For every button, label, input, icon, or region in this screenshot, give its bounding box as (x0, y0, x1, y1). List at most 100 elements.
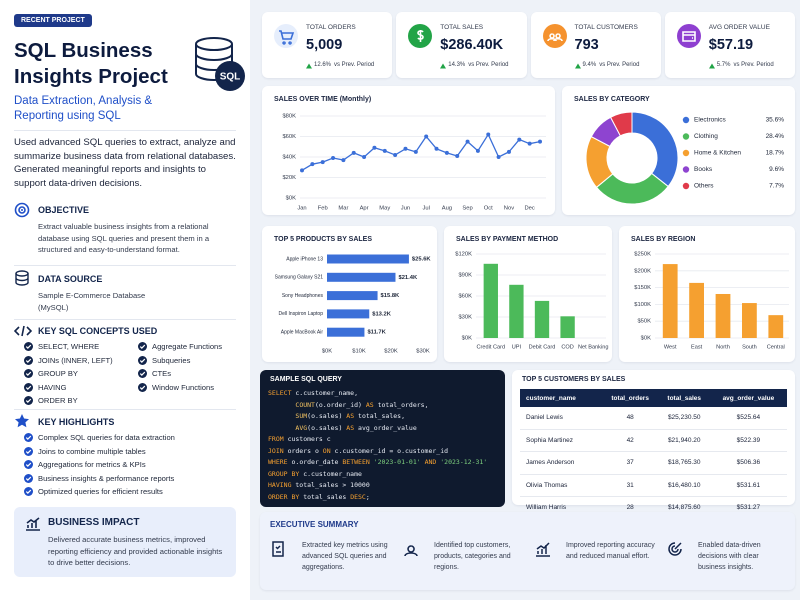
up-arrow (306, 63, 312, 69)
x-tick-label: Net Banking (578, 344, 608, 350)
code-line: AVG(o.sales) AS avg_order_value (295, 423, 417, 432)
summary-icon (536, 542, 550, 557)
check-mark (25, 489, 32, 494)
database-icon: SQL (195, 37, 245, 91)
kpi-change: 9.4% vs Prev. Period (583, 62, 640, 68)
line (301, 133, 541, 171)
change-value: 14.3% (448, 62, 466, 68)
bar (715, 293, 731, 338)
badge: RECENT PROJECT (14, 14, 92, 27)
point (434, 146, 439, 151)
customer-table: customer_name total_orders total_sales avg_… (520, 389, 787, 520)
x-tick-label: West (664, 344, 677, 350)
star-icon (15, 414, 29, 428)
check-circle (24, 382, 33, 392)
table-cell: $531.61 (709, 474, 787, 497)
icon-glyph (681, 31, 696, 42)
x-tick-label: May (379, 206, 390, 212)
y-tick-label: $20K (282, 175, 296, 181)
check-circle (138, 369, 147, 378)
x-tick-label: UPI (512, 344, 522, 350)
x-tick-label: $20K (384, 349, 398, 355)
kpi-change: 5.7% vs Prev. Period (717, 62, 774, 68)
value-label: 28.4% (766, 133, 785, 140)
legend-label: Clothing (694, 133, 718, 140)
kpi-value: 793 (574, 37, 599, 53)
check-mark (139, 344, 146, 349)
point (475, 148, 480, 153)
table-row: Olivia Thomas 31 $16,480.10 $531.61 (520, 474, 787, 497)
icon-glyph (404, 545, 418, 557)
check-icon (138, 369, 147, 378)
divider (14, 319, 236, 320)
kpi-label: AVG ORDER VALUE (708, 24, 770, 31)
arrow (440, 63, 447, 69)
bar (768, 315, 784, 338)
category-label: Dell Inspiron Laptop (279, 311, 324, 317)
card: TOP 5 CUSTOMERS BY SALES customer_name to… (512, 370, 795, 520)
column-header: total_sales (658, 389, 710, 407)
card: SALES BY REGION $0K $50K $100K $150K $200K $25… (619, 226, 795, 362)
kpi-label: TOTAL SALES (440, 24, 484, 31)
column-header: avg_order_value (709, 389, 787, 407)
point (517, 137, 522, 142)
value-label: $25.6K (412, 257, 432, 263)
legend-label: Others (694, 183, 714, 190)
y-tick-label: $60K (458, 294, 472, 300)
x-tick-label: Jul (422, 206, 429, 212)
table-cell: James Anderson (520, 451, 602, 475)
check-mark (139, 385, 146, 390)
summary-text: Extracted key metrics using advanced SQL… (302, 542, 388, 571)
x-tick-label: Sep (462, 206, 472, 212)
objective-icon (14, 202, 30, 218)
check-circle (24, 446, 33, 456)
icon-glyph (668, 542, 682, 556)
bar-chart: SALES BY PAYMENT METHOD $0K $30K $60K $90K $1… (455, 236, 608, 351)
check-circle (24, 355, 33, 365)
bar (327, 272, 396, 282)
concept-item: Subqueries (152, 355, 191, 365)
section-heading: KEY SQL CONCEPTS USED (38, 326, 158, 336)
card: SALES BY CATEGORY Electronics 35.6% Clothin… (562, 86, 795, 215)
table-cell: Olivia Thomas (520, 474, 602, 497)
kpi-change: 14.3% vs Prev. Period (448, 62, 508, 68)
y-tick-label: $60K (282, 134, 296, 140)
kpi-icon (274, 24, 298, 48)
kpi-value: $286.40K (440, 37, 504, 53)
check-icon (24, 342, 33, 351)
y-tick-label: $30K (458, 315, 472, 321)
bar-chart: SALES BY REGION $0K $50K $100K $150K $200K $25… (631, 236, 789, 350)
code-line: FROM customers c (268, 435, 331, 443)
point (424, 134, 429, 139)
highlight-item: Complex SQL queries for data extraction (38, 433, 175, 442)
check-mark (25, 358, 32, 363)
divider (14, 409, 236, 410)
bar (327, 309, 370, 319)
x-tick-label: Nov (504, 206, 514, 212)
check-mark (25, 476, 32, 481)
chart-title: SALES OVER TIME (Monthly) (274, 96, 371, 103)
check-mark (25, 398, 32, 403)
point (496, 155, 501, 159)
icon-glyph (546, 33, 563, 42)
summary-icon (668, 542, 682, 556)
table-cell: 31 (601, 474, 659, 497)
code-line: SELECT c.customer_name, (268, 389, 359, 397)
value-label: 7.7% (769, 183, 784, 190)
value-label: $21.4K (398, 275, 418, 281)
column-header: total_orders (601, 389, 659, 407)
impact-icon (26, 517, 40, 531)
bar (560, 316, 575, 338)
table-cell: $522.39 (709, 429, 787, 452)
check-circle (24, 487, 33, 496)
y-tick-label: $0K (462, 336, 472, 342)
check-circle (24, 396, 33, 405)
point (506, 149, 511, 154)
table-cell: 48 (601, 407, 659, 430)
x-tick-label: $0K (322, 349, 332, 355)
point (351, 150, 356, 155)
table-title: TOP 5 CUSTOMERS BY SALES (522, 376, 626, 383)
x-tick-label: Jun (401, 206, 410, 212)
divider (14, 130, 236, 131)
line-chart: SALES OVER TIME (Monthly) $0K $20K $40K $60K… (274, 96, 546, 212)
